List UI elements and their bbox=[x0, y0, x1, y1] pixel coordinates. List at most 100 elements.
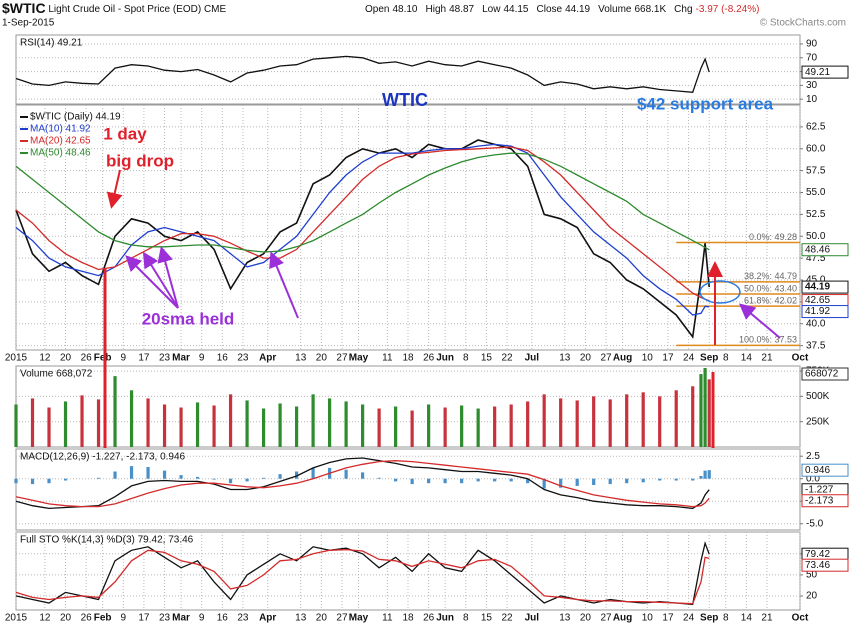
volume-bar bbox=[526, 401, 530, 447]
quote-value: 48.10 bbox=[392, 4, 417, 15]
panel-title: Volume 668,072 bbox=[20, 369, 93, 380]
histogram-bar bbox=[294, 471, 299, 479]
x-tick-label: 17 bbox=[138, 353, 150, 364]
arrow bbox=[142, 251, 179, 309]
value-box bbox=[801, 463, 849, 477]
value-box-label: 73.46 bbox=[805, 560, 830, 571]
fib-label: 50.0%: 43.40 bbox=[744, 283, 797, 293]
fib-label: 100.0%: 37.53 bbox=[739, 335, 797, 345]
histogram-bar bbox=[658, 478, 662, 481]
histogram-bar bbox=[228, 478, 233, 484]
y-tick-label: 52.5 bbox=[806, 209, 826, 220]
annotation: big drop bbox=[106, 151, 174, 170]
x-tick-label: 16 bbox=[217, 613, 229, 624]
volume-bar bbox=[344, 401, 348, 447]
volume-bar bbox=[377, 408, 381, 447]
legend-label: MA(50) 48.46 bbox=[30, 148, 91, 159]
histogram-bar bbox=[625, 478, 629, 484]
x-tick-label: 21 bbox=[761, 613, 773, 624]
y-tick-label: 500K bbox=[806, 391, 830, 402]
histogram-bar bbox=[195, 476, 200, 479]
highlight-ellipse bbox=[699, 280, 741, 304]
x-tick-label: 8 bbox=[723, 353, 729, 364]
quote-label: Open bbox=[365, 4, 389, 15]
histogram-bar bbox=[443, 478, 447, 484]
legend-label: MA(10) 41.92 bbox=[30, 124, 91, 135]
y-tick-label: 47.5 bbox=[806, 253, 826, 264]
volume-bar bbox=[559, 398, 563, 447]
panel-title: MACD(12,26,9) -1.227, -2.173, 0.946 bbox=[20, 452, 186, 463]
volume-bar bbox=[625, 394, 629, 447]
volume-bar bbox=[146, 398, 150, 447]
y-tick-label: 60.0 bbox=[806, 143, 826, 154]
histogram-bar bbox=[113, 471, 117, 479]
series-line bbox=[15, 143, 710, 316]
histogram-bar bbox=[14, 478, 18, 484]
x-tick-label: 27 bbox=[601, 353, 613, 364]
x-tick-label: 21 bbox=[761, 353, 773, 364]
panel-title: RSI(14) 49.21 bbox=[20, 38, 83, 49]
x-tick-label: 10 bbox=[642, 353, 654, 364]
volume-bar bbox=[658, 396, 662, 447]
x-tick-label: Jul bbox=[525, 353, 540, 364]
header-title: $WTIC Light Crude Oil - Spot Price (EOD)… bbox=[2, 0, 227, 16]
histogram-bar bbox=[162, 470, 167, 479]
value-box bbox=[801, 305, 849, 319]
volume-bar bbox=[476, 408, 480, 447]
volume-bar bbox=[493, 406, 497, 447]
histogram-bar bbox=[707, 470, 711, 479]
fib-label: 61.8%: 42.02 bbox=[744, 295, 797, 305]
quote-value: 44.15 bbox=[503, 4, 528, 15]
quote-value: 668.1K bbox=[634, 4, 666, 15]
x-tick-label: 17 bbox=[662, 353, 674, 364]
panel-frame bbox=[15, 34, 801, 105]
volume-bar bbox=[542, 394, 546, 447]
x-tick-label: Jun bbox=[436, 353, 454, 364]
x-tick-label: Feb bbox=[94, 613, 112, 624]
quote-label: Close bbox=[537, 4, 563, 15]
histogram-bar bbox=[361, 472, 365, 479]
histogram-bar bbox=[212, 478, 216, 480]
x-tick-label: 20 bbox=[60, 353, 72, 364]
x-tick-label: 15 bbox=[481, 613, 493, 624]
volume-bar bbox=[674, 390, 678, 447]
x-tick-label: 26 bbox=[81, 613, 93, 624]
volume-bar bbox=[63, 401, 68, 447]
volume-bar bbox=[361, 404, 365, 447]
series-line bbox=[15, 55, 710, 93]
y-tick-label: 20 bbox=[806, 591, 818, 602]
histogram-bar bbox=[96, 477, 101, 479]
volume-bar bbox=[443, 407, 447, 447]
x-tick-label: 24 bbox=[683, 613, 695, 624]
x-tick-label: 9 bbox=[199, 353, 205, 364]
chart-layers: 1030507090RSI(14) 49.2149.2137.540.042.5… bbox=[5, 34, 849, 624]
quote-label: Chg bbox=[674, 4, 692, 15]
x-tick-label: Mar bbox=[172, 613, 190, 624]
value-box-label: 42.65 bbox=[805, 295, 830, 306]
arrow bbox=[106, 169, 123, 209]
volume-bar bbox=[80, 395, 84, 447]
x-tick-label: 22 bbox=[501, 353, 513, 364]
quote-value: 44.19 bbox=[565, 4, 590, 15]
arrow bbox=[125, 255, 179, 309]
volume-bar bbox=[509, 404, 513, 447]
y-tick-label: 40.0 bbox=[806, 318, 826, 329]
volume-bar bbox=[228, 394, 233, 447]
x-tick-label: 8 bbox=[463, 353, 469, 364]
y-tick-label: 45.0 bbox=[806, 275, 826, 286]
histogram-bar bbox=[146, 467, 150, 479]
header-date: 1-Sep-2015 bbox=[2, 18, 55, 29]
histogram-bar bbox=[129, 466, 134, 479]
histogram-bar bbox=[427, 478, 431, 484]
volume-bar bbox=[195, 402, 200, 447]
volume-bar bbox=[460, 405, 464, 447]
annotation: WTIC bbox=[382, 90, 428, 110]
series-line bbox=[15, 152, 710, 253]
x-tick-label: Jun bbox=[436, 613, 454, 624]
fib-label: 0.0%: 49.28 bbox=[749, 232, 797, 242]
x-tick-label: 11 bbox=[382, 353, 393, 364]
histogram-bar bbox=[179, 475, 183, 479]
volume-bar bbox=[179, 407, 183, 447]
x-tick-label: 27 bbox=[336, 353, 348, 364]
